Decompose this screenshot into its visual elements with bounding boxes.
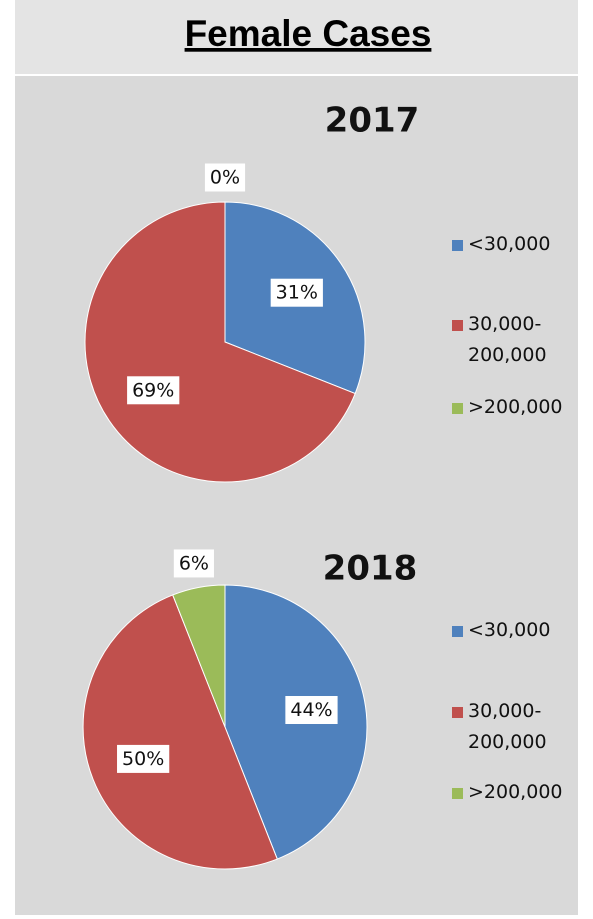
page-title: Female Cases [185, 13, 432, 54]
header-bg [15, 0, 578, 74]
legend-swatch [452, 403, 463, 414]
legend-label: 30,000-200,000 [468, 700, 547, 753]
data-label: 0% [210, 167, 240, 189]
legend-swatch [452, 240, 463, 251]
legend-label: >200,000 [468, 781, 563, 803]
chart-title: 2017 [325, 101, 420, 141]
chart-title: 2018 [323, 549, 418, 589]
data-label: 69% [132, 379, 174, 401]
legend-swatch [452, 707, 463, 718]
pie-slice [84, 201, 356, 483]
data-label: 50% [122, 748, 164, 770]
pie-slice [82, 594, 278, 870]
legend-label: <30,000 [468, 233, 551, 255]
data-label-bg [270, 278, 323, 307]
data-label: 31% [276, 282, 318, 304]
data-label-bg [127, 376, 180, 405]
legend-label: 30,000-200,000 [468, 313, 547, 366]
data-label: 44% [290, 699, 332, 721]
data-label-bg [204, 163, 246, 192]
legend-label: >200,000 [468, 396, 563, 418]
pie-slice [172, 584, 226, 728]
legend-label: <30,000 [468, 619, 551, 641]
legend-swatch [452, 626, 463, 637]
data-label-bg [117, 744, 170, 773]
legend-swatch [452, 788, 463, 799]
data-label: 6% [179, 552, 209, 574]
data-label-bg [173, 549, 214, 578]
data-label-bg [285, 696, 338, 725]
legend-swatch [452, 320, 463, 331]
